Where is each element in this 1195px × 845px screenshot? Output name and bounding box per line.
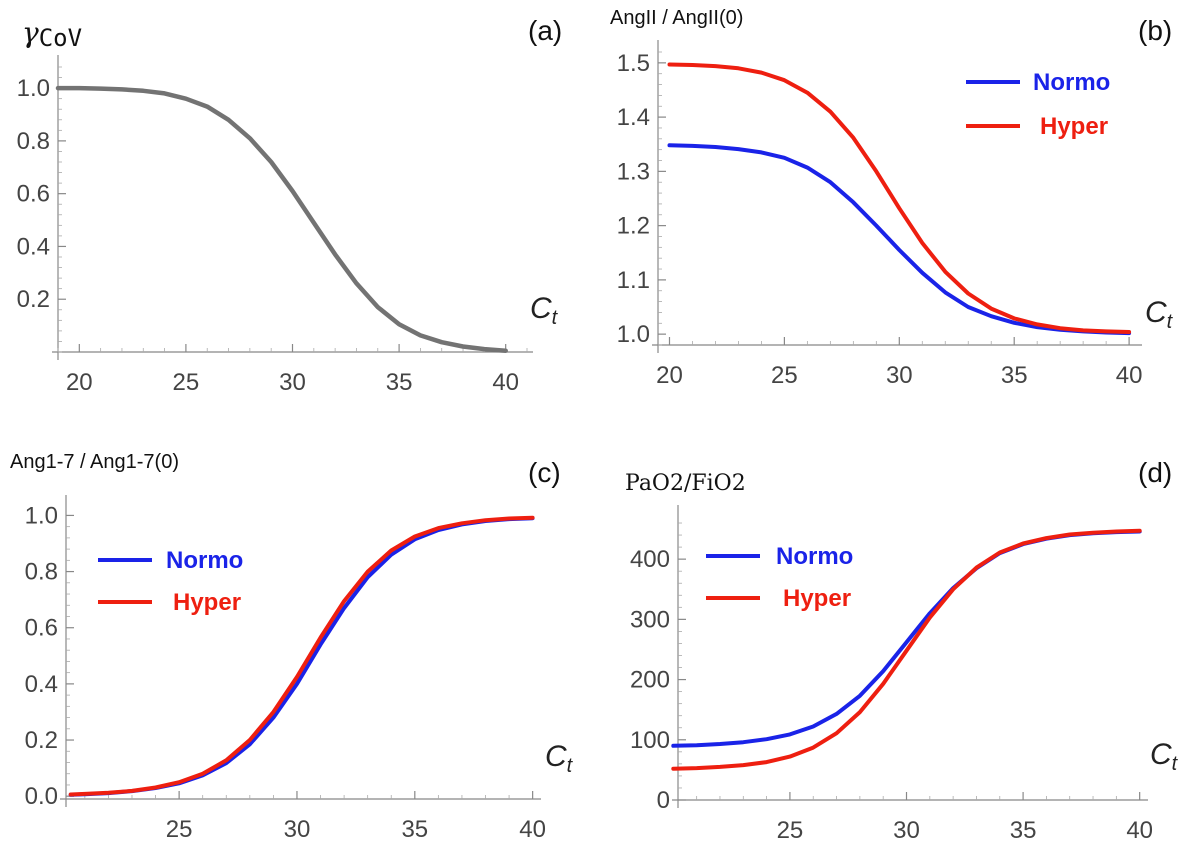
panel-c-title: Ang1-7 / Ang1-7(0)	[10, 451, 179, 473]
panel-a-y-tick-label: 0.2	[17, 286, 50, 313]
panel-d-y-tick-label: 200	[630, 667, 670, 694]
panel-d-series-normo-line	[671, 529, 1142, 748]
panel-a-x-tick-label: 30	[279, 369, 306, 396]
panel-a-x-tick-label: 35	[386, 369, 413, 396]
panel-b-y-tick-label: 1.2	[617, 213, 650, 240]
panel-d-legend-hyper-label: Hyper	[783, 585, 851, 612]
panel-b-legend-normo-label: Normo	[1033, 69, 1110, 96]
panel-d-tag: (d)	[1138, 457, 1172, 488]
panel-a-title-text: CoV	[39, 24, 82, 52]
panel-b-y-tick-label: 1.1	[617, 267, 650, 294]
panel-c-series	[68, 515, 535, 797]
panel-b-y-tick-label: 1.5	[617, 50, 650, 77]
panel-b-x-tick-label: 40	[1116, 362, 1143, 389]
panel-a-xlabel: Ct	[530, 292, 559, 329]
panel-c-y-tick-label: 0.0	[25, 783, 58, 810]
panel-c-tag: (c)	[528, 457, 561, 488]
panel-d: PaO2/FiO2 (d) Ct 0 100 200 300 400 25 30 35 40 N…	[625, 457, 1179, 844]
panel-c-xlabel: Ct	[545, 740, 574, 777]
panel-c-x-tick-label: 40	[519, 816, 546, 843]
panel-c-y-tick-label: 0.8	[25, 559, 58, 586]
panel-b: AngII / AngII(0) (b) Ct 1.01.11.21.31.41…	[610, 7, 1174, 389]
panel-b-series	[667, 62, 1132, 336]
panel-b-series-hyper-line	[667, 62, 1132, 334]
panel-d-xlabel: Ct	[1150, 738, 1179, 775]
panel-d-axes: 0 100 200 300 400 25 30 35 40	[630, 505, 1153, 844]
panel-a-y-tick-label: 1.0	[17, 75, 50, 102]
panel-a-series	[55, 85, 508, 353]
panel-d-x-tick-label: 25	[777, 817, 804, 844]
panel-a: γCoV (a) Ct 0.2 0.4 0.6 0.8 1.0 20 25 30 35 40	[17, 15, 563, 396]
panel-b-x-tick-label: 30	[886, 362, 913, 389]
panel-c-axes: 0.0 0.2 0.4 0.6 0.8 1.0 25 30 35 40	[25, 495, 546, 843]
panel-b-title: AngII / AngII(0)	[610, 7, 743, 29]
panel-d-y-tick-label: 400	[630, 546, 670, 573]
panel-a-x-tick-label: 25	[173, 369, 200, 396]
panel-a-title: γCoV	[22, 16, 82, 52]
panel-d-series-hyper-line	[671, 528, 1142, 771]
panel-a-x-tick-label: 40	[492, 369, 519, 396]
panel-a-tag: (a)	[528, 15, 562, 46]
panel-c-legend-normo-label: Normo	[166, 547, 243, 574]
panel-c-legend-hyper-label: Hyper	[173, 589, 241, 616]
panel-a-title-prefix: γ	[22, 16, 39, 49]
panel-b-y-tick-label: 1.4	[617, 104, 650, 131]
panel-d-y-tick-label: 300	[630, 606, 670, 633]
panel-b-legend-hyper-label: Hyper	[1040, 113, 1108, 140]
panel-c-x-tick-label: 25	[166, 816, 193, 843]
panel-a-y-tick-label: 0.6	[17, 181, 50, 208]
panel-b-x-tick-label: 25	[771, 362, 798, 389]
panel-c-x-tick-label: 35	[401, 816, 428, 843]
panel-c-x-tick-label: 30	[284, 816, 311, 843]
panel-b-legend: Normo Hyper	[966, 69, 1110, 140]
panel-c-series-hyper-line	[68, 515, 535, 797]
panel-d-y-tick-label: 0	[657, 787, 670, 814]
panel-d-x-tick-label: 30	[893, 817, 920, 844]
panel-a-series-main-line	[55, 85, 508, 353]
panel-d-series	[671, 528, 1142, 771]
panel-d-legend: Normo Hyper	[706, 543, 853, 612]
panel-b-axes: 1.0 1.1 1.2 1.3 1.4 1.5 20 25 30 35 40	[617, 40, 1143, 389]
panel-d-title: PaO2/FiO2	[625, 471, 746, 496]
panel-c-y-tick-label: 0.6	[25, 615, 58, 642]
panel-d-x-tick-label: 40	[1126, 817, 1153, 844]
panel-d-y-tick-label: 100	[630, 727, 670, 754]
panel-b-tag: (b)	[1138, 15, 1172, 46]
panel-b-xlabel: Ct	[1145, 296, 1174, 333]
panel-a-y-tick-label: 0.4	[17, 233, 50, 260]
panel-c-y-tick-label: 0.4	[25, 671, 58, 698]
panel-a-y-tick-label: 0.8	[17, 128, 50, 155]
panel-a-x-tick-label: 20	[66, 369, 93, 396]
panel-a-axes: 0.2 0.4 0.6 0.8 1.0 20 25 30 35 40	[17, 55, 533, 396]
panel-b-x-tick-label: 35	[1001, 362, 1028, 389]
panel-c-legend: Normo Hyper	[98, 547, 243, 616]
panel-c: Ang1-7 / Ang1-7(0) (c) Ct 0.00.20.40.60.…	[10, 451, 574, 843]
panel-c-y-tick-label: 0.2	[25, 727, 58, 754]
panel-d-legend-normo-label: Normo	[776, 543, 853, 570]
panel-b-x-tick-label: 20	[656, 362, 683, 389]
panel-b-y-tick-label: 1.0	[617, 321, 650, 348]
panel-b-y-tick-label: 1.3	[617, 158, 650, 185]
panel-b-series-normo-line	[667, 143, 1132, 336]
panel-d-x-tick-label: 35	[1010, 817, 1037, 844]
panel-c-y-tick-label: 1.0	[25, 502, 58, 529]
